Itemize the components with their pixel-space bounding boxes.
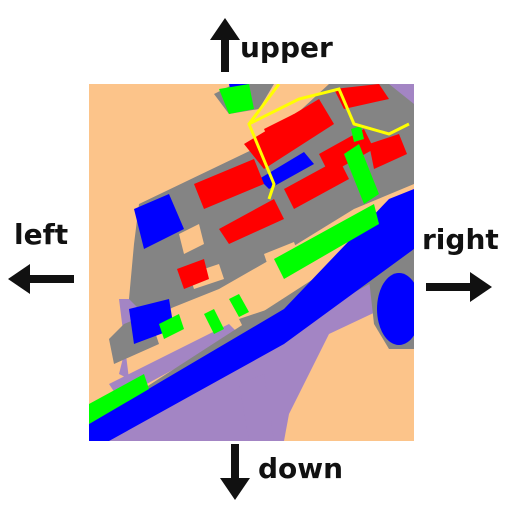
vegetation-tiny [351,126,364,142]
water-block-left-top [134,194,184,249]
direction-label-down: down [258,452,344,485]
arrow-right-icon [426,272,492,302]
water-river [89,189,414,441]
segmentation-map [89,84,414,441]
land-inner-1 [179,224,204,254]
yellow-path-line [247,84,281,200]
building-9 [264,114,301,144]
direction-label-left: left [14,218,69,251]
building-5 [319,129,374,174]
building-8 [177,259,209,289]
arrow-left-icon [8,264,74,294]
vegetation-left-strip [89,374,149,424]
vegetation-small-3 [159,314,184,339]
vegetation-small-1 [204,309,224,334]
building-6 [369,134,407,169]
building-3 [219,199,284,244]
vegetation-right-strip [344,144,379,204]
building-2 [194,159,264,209]
direction-label-right: right [422,223,499,256]
yellow-path-line-branch [248,87,410,136]
vegetation-top [219,84,254,114]
water-pond-right [377,273,414,345]
building-7 [334,84,389,109]
arrow-up-icon [210,18,240,72]
bare-area-lower [239,374,274,441]
direction-label-upper: upper [240,31,333,64]
vegetation-center-strip [274,204,379,279]
vegetation-small-2 [229,294,249,317]
arrow-down-icon [220,444,250,500]
